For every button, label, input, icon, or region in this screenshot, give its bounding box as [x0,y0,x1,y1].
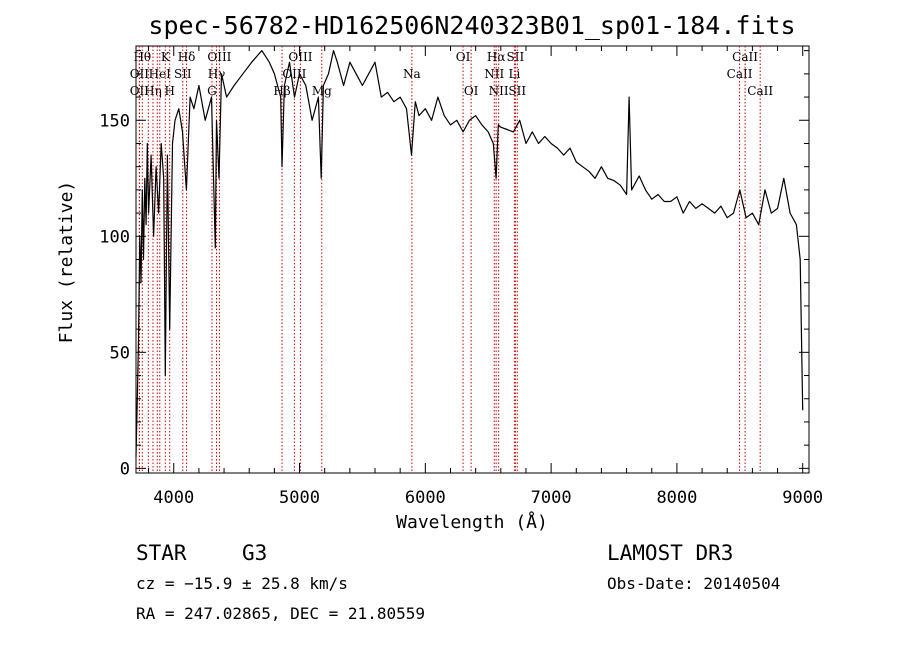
line-label: Hθ [133,50,151,64]
line-label: OII [130,84,150,98]
flux-series [135,50,804,457]
line-label: Hβ [273,84,290,98]
x-tick-label: 6000 [405,488,446,508]
x-tick-label: 9000 [782,488,823,508]
plot-frame [135,45,810,474]
y-tick-label: 100 [99,227,130,247]
x-tick-label: 5000 [279,488,320,508]
flux-line [135,50,804,457]
line-label: CaII [732,50,758,64]
y-axis-ticks: 0 50 100 150 [99,50,809,479]
line-label: OI [464,84,479,98]
line-label: SII [174,67,192,81]
line-label: CaII [727,67,753,81]
x-axis-label: Wavelength (Å) [396,511,548,533]
x-tick-label: 8000 [656,488,697,508]
subclass: G3 [242,541,267,565]
line-label: NII [484,67,504,81]
line-label: Hη [144,84,162,98]
redshift-text: cz = −15.9 ± 25.8 km/s [136,574,348,593]
line-label: OIII [288,50,312,64]
line-label: Na [403,67,421,81]
x-tick-label: 4000 [153,488,194,508]
coordinates: RA = 247.02865, DEC = 21.80559 [136,604,425,623]
obs-date: Obs-Date: 20140504 [607,574,780,593]
line-label: CaII [747,84,773,98]
survey-name: LAMOST DR3 [607,541,733,565]
y-tick-label: 150 [99,111,130,131]
line-label: Hα [487,50,506,64]
object-class: STAR [136,541,187,565]
line-label: Hδ [178,50,196,64]
x-tick-label: 7000 [531,488,572,508]
x-axis-ticks: 4000 5000 6000 7000 8000 9000 [148,46,823,508]
line-label: K [161,50,171,64]
line-label: SII [507,50,525,64]
line-label: NII [489,84,509,98]
y-axis-label: Flux (relative) [56,181,77,344]
line-label: HeI [149,67,172,81]
emission-line-markers: HθOIIOIIHηHeIKHSIIHδGHγOIIIHβOIIIOIIIMgN… [130,46,773,473]
line-label: G [207,84,217,98]
chart-title: spec-56782-HD162506N240323B01_sp01-184.f… [148,11,795,40]
line-label: H [164,84,174,98]
line-label: Mg [312,84,332,98]
line-label: Li [508,67,520,81]
y-tick-label: 0 [120,459,130,479]
line-label: OI [456,50,471,64]
line-label: SII [508,84,526,98]
y-tick-label: 50 [110,343,130,363]
line-label: OIII [207,50,231,64]
